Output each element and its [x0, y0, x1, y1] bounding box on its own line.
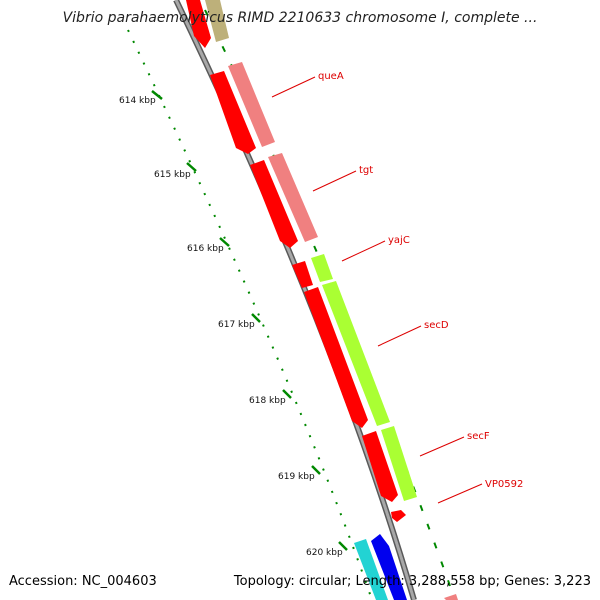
gene-arrow — [304, 287, 368, 428]
gene-arrow — [354, 539, 388, 600]
gene-arrow — [250, 160, 298, 248]
gene-label-secD: secD — [424, 320, 449, 331]
gene-arrow — [381, 426, 417, 501]
tick-label: 620 kbp — [306, 548, 343, 558]
tick-label: 615 kbp — [154, 170, 191, 180]
gene-arrow — [362, 431, 398, 502]
gene-label-secF: secF — [467, 431, 490, 442]
tick-label: 619 kbp — [278, 472, 315, 482]
gene-label-queA: queA — [318, 71, 344, 82]
tick-label: 616 kbp — [187, 244, 224, 254]
gene-arrow — [205, 0, 229, 42]
gene-label-yajC: yajC — [388, 235, 410, 246]
map-title: Vibrio parahaemolyticus RIMD 2210633 chr… — [62, 10, 538, 26]
gene-arrow — [371, 534, 407, 600]
genes — [186, 0, 458, 600]
gene-arrow — [210, 71, 256, 154]
gene-labels: queA tgt yajC secD secF VP0592 — [271, 71, 523, 504]
gene-label-VP0592: VP0592 — [485, 479, 523, 490]
tick-label: 614 kbp — [119, 96, 156, 106]
backbone — [173, 0, 417, 600]
tick-label: 617 kbp — [218, 320, 255, 330]
gene-arrow — [311, 254, 333, 282]
tick-label: 618 kbp — [249, 396, 286, 406]
gene-arrow — [322, 281, 390, 426]
tick-marks — [151, 90, 348, 551]
tick-labels: 614 kbp 615 kbp 616 kbp 617 kbp 618 kbp … — [119, 96, 343, 558]
gene-arrow — [268, 153, 318, 242]
gene-arrow — [391, 510, 406, 522]
gene-arrow — [444, 594, 458, 600]
gene-arrow — [228, 62, 275, 147]
tick-track — [127, 29, 373, 600]
accession-text: Accession: NC_004603 — [9, 574, 157, 589]
gene-arrow — [292, 261, 313, 288]
genome-summary: Topology: circular; Length: 3,288,558 bp… — [233, 574, 591, 589]
gene-label-tgt: tgt — [359, 165, 373, 176]
gene-arrow — [186, 0, 211, 48]
